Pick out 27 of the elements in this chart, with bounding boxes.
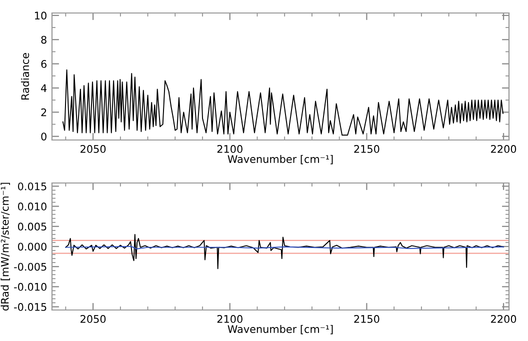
x-tick-label: 2100: [217, 145, 242, 153]
x-tick-label: 2050: [80, 145, 106, 153]
y-tick-label: 2: [41, 108, 46, 116]
x-tick-label: 2100: [217, 315, 242, 323]
y-tick-label: -0.015: [14, 303, 46, 311]
line-series: [65, 234, 504, 270]
y-tick-label: -0.010: [14, 282, 46, 291]
x-tick-label: 2200: [491, 315, 516, 323]
x-axis-title: Wavenumber [cm⁻¹]: [228, 154, 333, 164]
y-tick-label: 0.010: [18, 202, 46, 210]
x-tick-label: 2050: [80, 315, 106, 323]
y-tick-label: -0.005: [14, 262, 46, 271]
x-tick-label: 2150: [354, 145, 380, 153]
y-tick-label: 0.015: [18, 182, 46, 190]
y-tick-label: 0.000: [18, 242, 46, 251]
y-tick-label: 0.005: [18, 222, 46, 231]
y-axis-title: dRad [mW/m²/ster/cm⁻¹]: [0, 182, 10, 310]
y-tick-label: 10: [35, 12, 46, 20]
x-axis-title: Wavenumber [cm⁻¹]: [228, 324, 333, 334]
y-tick-label: 4: [41, 84, 47, 92]
y-tick-label: 6: [41, 60, 46, 68]
x-tick-label: 2150: [354, 315, 380, 323]
y-tick-label: 8: [41, 36, 46, 44]
line-series: [62, 69, 504, 136]
x-tick-label: 2200: [491, 145, 516, 153]
y-axis-title: Radiance: [21, 53, 30, 100]
y-tick-label: 0: [41, 132, 46, 140]
